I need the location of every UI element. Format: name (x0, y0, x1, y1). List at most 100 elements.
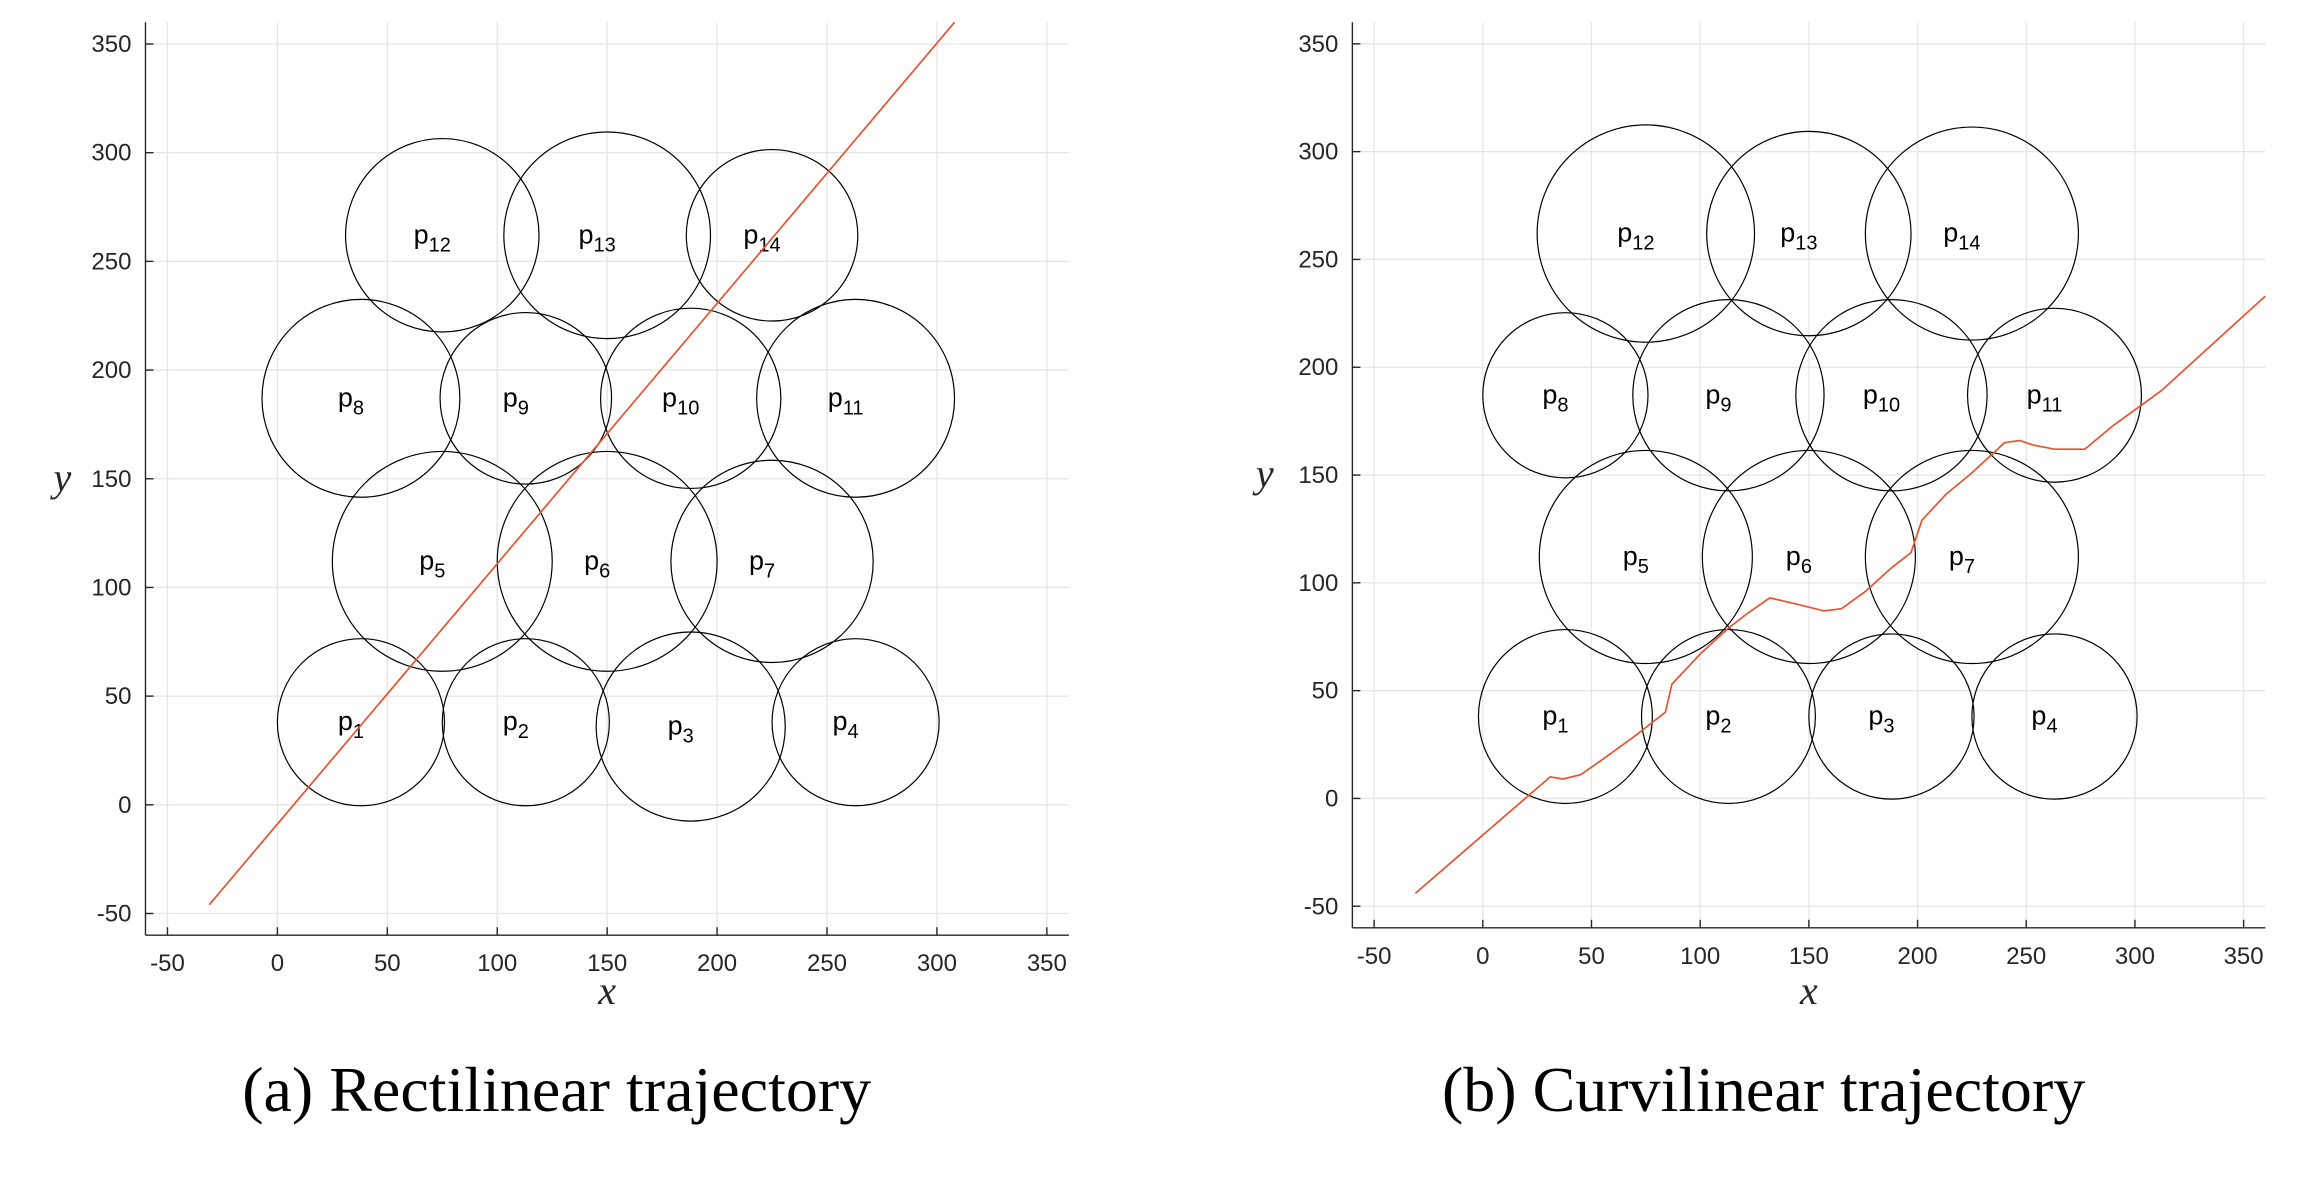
y-tick-label: 50 (105, 683, 132, 710)
circle-label: p10 (662, 382, 699, 419)
y-axis-label: y (49, 455, 71, 500)
y-tick-label: 0 (1325, 785, 1338, 812)
sensor-circle (276, 638, 446, 807)
circle-label: p9 (503, 382, 529, 419)
circle-label: p5 (419, 545, 445, 582)
x-tick-label: 250 (2006, 943, 2046, 970)
sensor-circle (1640, 628, 1816, 805)
circle-label: p14 (1943, 218, 1980, 255)
sensor-circle (1538, 449, 1753, 665)
circle-label: p7 (749, 545, 775, 582)
x-tick-label: 50 (374, 950, 401, 977)
x-tick-label: -50 (1357, 943, 1392, 970)
circle-label: p8 (1542, 379, 1568, 416)
circle-label: p14 (743, 219, 780, 256)
y-tick-label: 350 (1298, 31, 1338, 58)
x-tick-label: 350 (1027, 950, 1067, 977)
trajectory-line (1414, 295, 2266, 894)
x-tick-label: 150 (587, 950, 627, 977)
circle-label: p12 (1617, 218, 1654, 255)
panel-rectilinear: p1 p2 p3 p4 p5 p6 p7 p8 p9 p10 p11 p12 p13 p14 -50 0 50 1… (49, 21, 1069, 1125)
trajectory-line (208, 21, 956, 906)
sensor-circle (344, 137, 540, 333)
sensor-circle (1536, 124, 1756, 343)
y-tick-label: 50 (1312, 678, 1339, 705)
circle-label: p7 (1949, 541, 1975, 578)
x-tick-label: 50 (1578, 943, 1605, 970)
y-tick-label: 150 (1298, 462, 1338, 489)
circle-label: p9 (1705, 379, 1731, 416)
circle-label: p13 (579, 219, 616, 256)
sensor-circle (1632, 299, 1825, 492)
circle-label: p2 (503, 706, 529, 743)
sensor-circle (1795, 299, 1988, 492)
y-tick-label: 100 (1298, 570, 1338, 597)
circle-label: p12 (414, 219, 451, 256)
sensor-circle (756, 298, 956, 498)
x-tick-label: 0 (1476, 943, 1489, 970)
sensor-circle (1966, 307, 2143, 483)
x-tick-label: -50 (150, 950, 185, 977)
y-tick-label: 300 (91, 140, 131, 167)
y-tick-label: 350 (91, 31, 131, 58)
circle-label: p4 (2031, 701, 2057, 738)
x-tick-label: 200 (1898, 943, 1938, 970)
sensor-circle (1971, 633, 2138, 800)
circle-label: p2 (1705, 701, 1731, 738)
x-tick-label: 300 (2115, 943, 2155, 970)
circle-label: p11 (828, 382, 864, 419)
x-axis-label: x (597, 968, 616, 1013)
circle-label: p3 (668, 711, 694, 748)
sensor-circle (503, 131, 712, 340)
circle-label: p13 (1780, 218, 1817, 255)
y-tick-label: 250 (1298, 246, 1338, 273)
y-tick-label: 0 (118, 792, 131, 819)
sensor-circle (1701, 449, 1916, 665)
sensor-circle (1482, 312, 1649, 479)
circle-label: p6 (1786, 541, 1812, 578)
y-tick-label: 150 (91, 466, 131, 493)
y-tick-label: -50 (97, 900, 132, 927)
x-tick-label: 250 (807, 950, 847, 977)
sensor-circle (441, 638, 610, 807)
circle-label: p8 (338, 382, 364, 419)
x-axis-label: x (1799, 968, 1818, 1013)
circle-label: p3 (1868, 701, 1894, 738)
circle-label: p10 (1863, 379, 1900, 416)
circle-label: p5 (1623, 541, 1649, 578)
x-tick-label: 100 (1680, 943, 1720, 970)
circle-label: p1 (1542, 701, 1568, 738)
y-tick-label: 200 (1298, 354, 1338, 381)
panel-caption: (a) Rectilinear trajectory (242, 1054, 871, 1125)
y-tick-label: 100 (91, 574, 131, 601)
y-tick-label: 300 (1298, 139, 1338, 166)
sensor-circle (261, 298, 461, 498)
sensor-circle (1864, 449, 2080, 665)
panel-caption: (b) Curvilinear trajectory (1442, 1054, 2085, 1125)
sensor-circle (331, 450, 553, 672)
panel-curvilinear: p1 p2 p3 p4 p5 p6 p7 p8 p9 p10 p11 p12 p13 p14 -50 0 50 1… (1252, 22, 2266, 1125)
y-axis-label: y (1252, 451, 1274, 496)
sensor-circle (1477, 628, 1653, 805)
y-tick-label: -50 (1304, 893, 1339, 920)
x-tick-label: 300 (917, 950, 957, 977)
sensor-circle (771, 638, 940, 807)
sensor-circle (685, 148, 859, 322)
sensor-circle (496, 450, 718, 672)
y-tick-label: 200 (91, 357, 131, 384)
circle-label: p6 (584, 545, 610, 582)
y-tick-label: 250 (91, 248, 131, 275)
x-tick-label: 100 (477, 950, 517, 977)
circle-label: p11 (2027, 379, 2063, 416)
sensor-circle (599, 307, 782, 490)
circle-label: p4 (833, 706, 859, 743)
x-tick-label: 200 (697, 950, 737, 977)
sensor-circle (1706, 130, 1912, 337)
x-tick-label: 350 (2224, 943, 2264, 970)
sensor-circle (439, 311, 613, 485)
sensor-circle (670, 459, 874, 664)
sensor-circle (1864, 126, 2080, 341)
circle-label: p1 (338, 706, 364, 743)
x-tick-label: 0 (271, 950, 284, 977)
